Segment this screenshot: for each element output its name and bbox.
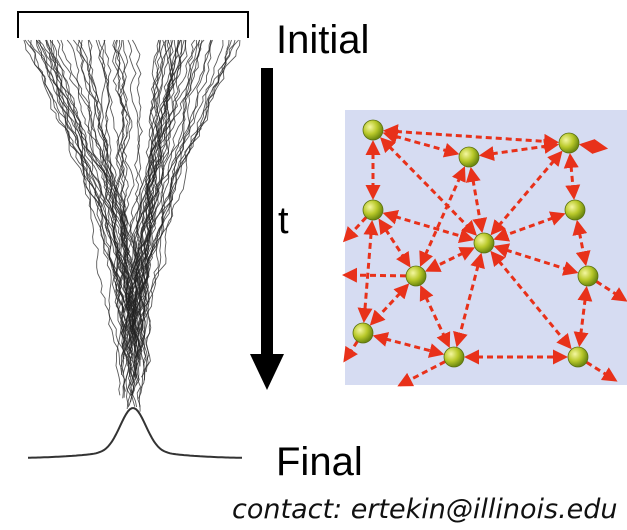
contact-label: contact: ertekin@illinois.edu [232, 494, 618, 525]
network-node [567, 346, 589, 368]
network-node [564, 199, 586, 221]
network-node [577, 265, 599, 287]
trajectory-line [80, 39, 133, 399]
network-edge-arrow [578, 139, 609, 154]
network-edge-arrow [419, 166, 466, 267]
network-edge-arrow [577, 355, 618, 382]
trajectory-line [36, 39, 126, 376]
network-edge-arrow [378, 218, 411, 268]
trajectory-line [45, 39, 134, 355]
trajectory-line [126, 39, 183, 337]
network-edge-arrow [372, 332, 445, 358]
network-edge-arrow [357, 219, 379, 324]
time-arrow-shaft [261, 68, 273, 360]
initial-label: Initial [276, 18, 370, 62]
initial-bracket [17, 11, 249, 38]
trajectory-line [140, 39, 164, 378]
network-edge-arrow [493, 211, 566, 242]
network-node [558, 132, 580, 154]
trajectory-line [78, 39, 131, 347]
trajectory-line [145, 39, 224, 373]
network-edge-arrow [465, 166, 488, 234]
trajectory-line [35, 39, 121, 396]
network-node [405, 265, 427, 287]
time-arrow-head [250, 354, 284, 390]
trajectory-line [125, 39, 143, 329]
network-node [473, 232, 495, 254]
trajectory-line [134, 39, 239, 360]
trajectory-line [129, 39, 232, 396]
trajectory-line [112, 39, 133, 313]
final-label: Final [276, 440, 363, 484]
network-edge-arrow [572, 219, 591, 267]
trajectory-line [134, 39, 201, 359]
network-edge-arrow [490, 150, 563, 236]
trajectory-line [77, 39, 137, 329]
trajectory-line [133, 39, 180, 377]
network-edge-arrow [490, 250, 572, 350]
network-edge-arrow [587, 274, 627, 302]
network-node [362, 199, 384, 221]
network-node [362, 119, 384, 141]
network-edge-arrow [342, 267, 417, 283]
trajectory-line [103, 39, 138, 408]
network-node [443, 346, 465, 368]
trajectory-line [136, 39, 201, 412]
network-edge-arrow [453, 252, 485, 348]
network-edge-arrow [563, 152, 581, 201]
trajectory-line [50, 39, 135, 406]
trajectory-line [140, 39, 241, 360]
trajectory-line [115, 39, 131, 315]
random-walk-trajectories [23, 39, 241, 412]
trajectory-line [112, 39, 137, 362]
trajectory-line [98, 39, 136, 351]
network-node [458, 146, 480, 168]
network-nodes [352, 119, 599, 368]
trajectory-line [128, 39, 160, 378]
final-distribution-curve [28, 407, 242, 459]
trajectory-line [134, 39, 212, 347]
trajectory-line [135, 39, 176, 303]
time-label: t [278, 200, 289, 242]
network-edge-arrow [369, 283, 410, 326]
trajectory-line [136, 39, 212, 399]
network-node [352, 322, 374, 344]
trajectory-line [88, 39, 129, 398]
network-edge-arrow [342, 208, 375, 243]
trajectory-line [45, 39, 132, 410]
trajectory-line [128, 39, 182, 394]
trajectory-line [24, 39, 139, 316]
